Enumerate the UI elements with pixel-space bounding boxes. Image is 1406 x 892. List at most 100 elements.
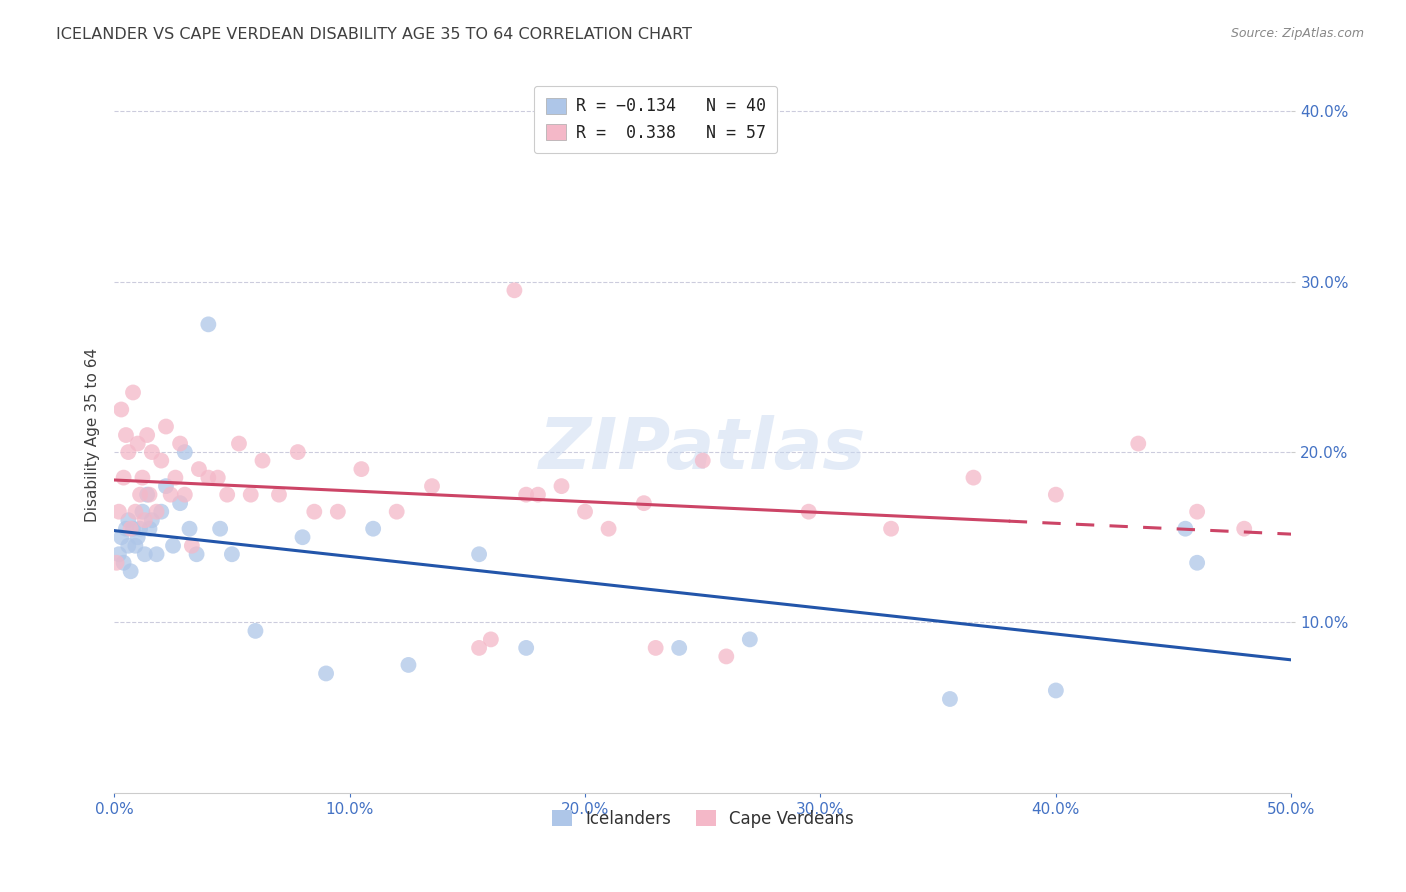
Point <box>127 436 149 450</box>
Point <box>291 530 314 544</box>
Point <box>385 505 408 519</box>
Point <box>165 470 187 484</box>
Point <box>131 470 153 484</box>
Point <box>150 453 173 467</box>
Point <box>1128 436 1150 450</box>
Point <box>120 564 142 578</box>
Point <box>122 385 145 400</box>
Point <box>350 462 373 476</box>
Point <box>136 488 159 502</box>
Point <box>503 283 526 297</box>
Point <box>304 505 326 519</box>
Text: ICELANDER VS CAPE VERDEAN DISABILITY AGE 35 TO 64 CORRELATION CHART: ICELANDER VS CAPE VERDEAN DISABILITY AGE… <box>56 27 692 42</box>
Point <box>939 692 962 706</box>
Point <box>112 470 135 484</box>
Point <box>245 624 267 638</box>
Point <box>207 470 229 484</box>
Point <box>141 445 163 459</box>
Point <box>326 505 349 519</box>
Point <box>209 522 232 536</box>
Point <box>179 522 201 536</box>
Point <box>221 547 243 561</box>
Point <box>162 539 184 553</box>
Point <box>515 640 537 655</box>
Point <box>239 488 262 502</box>
Point <box>155 419 177 434</box>
Point <box>187 462 209 476</box>
Point <box>880 522 903 536</box>
Point <box>124 539 146 553</box>
Point <box>1233 522 1256 536</box>
Point <box>550 479 572 493</box>
Point <box>105 556 128 570</box>
Point <box>173 445 195 459</box>
Point <box>633 496 655 510</box>
Point <box>115 428 138 442</box>
Point <box>117 539 139 553</box>
Point <box>108 547 131 561</box>
Point <box>117 445 139 459</box>
Point <box>117 513 139 527</box>
Point <box>1185 505 1208 519</box>
Point <box>108 505 131 519</box>
Point <box>527 488 550 502</box>
Point <box>124 505 146 519</box>
Point <box>131 505 153 519</box>
Point <box>180 539 202 553</box>
Point <box>515 488 537 502</box>
Point <box>129 488 152 502</box>
Point <box>738 632 761 647</box>
Point <box>115 522 138 536</box>
Point <box>145 505 167 519</box>
Point <box>112 556 135 570</box>
Point <box>110 402 132 417</box>
Point <box>598 522 620 536</box>
Point <box>361 522 384 536</box>
Point <box>1174 522 1197 536</box>
Point <box>138 522 160 536</box>
Point <box>155 479 177 493</box>
Point <box>962 470 984 484</box>
Legend: Icelanders, Cape Verdeans: Icelanders, Cape Verdeans <box>546 803 860 834</box>
Point <box>797 505 820 519</box>
Point <box>267 488 290 502</box>
Point <box>145 547 167 561</box>
Y-axis label: Disability Age 35 to 64: Disability Age 35 to 64 <box>86 348 100 522</box>
Point <box>1045 488 1067 502</box>
Point <box>252 453 274 467</box>
Point <box>150 505 173 519</box>
Point <box>134 513 156 527</box>
Point <box>468 547 491 561</box>
Point <box>1045 683 1067 698</box>
Point <box>574 505 596 519</box>
Text: ZIPatlas: ZIPatlas <box>538 415 866 483</box>
Point <box>122 522 145 536</box>
Point <box>110 530 132 544</box>
Point <box>315 666 337 681</box>
Point <box>169 496 191 510</box>
Point <box>141 513 163 527</box>
Point <box>159 488 181 502</box>
Point <box>692 453 714 467</box>
Point <box>668 640 690 655</box>
Point <box>169 436 191 450</box>
Point <box>287 445 309 459</box>
Point <box>120 522 142 536</box>
Point <box>716 649 738 664</box>
Point <box>420 479 443 493</box>
Point <box>644 640 666 655</box>
Point <box>134 547 156 561</box>
Point <box>197 318 219 332</box>
Point <box>127 530 149 544</box>
Point <box>398 657 420 672</box>
Point <box>228 436 250 450</box>
Point <box>468 640 491 655</box>
Point <box>129 522 152 536</box>
Point <box>217 488 239 502</box>
Point <box>1185 556 1208 570</box>
Point <box>138 488 160 502</box>
Point <box>173 488 195 502</box>
Point <box>136 428 159 442</box>
Text: Source: ZipAtlas.com: Source: ZipAtlas.com <box>1230 27 1364 40</box>
Point <box>186 547 208 561</box>
